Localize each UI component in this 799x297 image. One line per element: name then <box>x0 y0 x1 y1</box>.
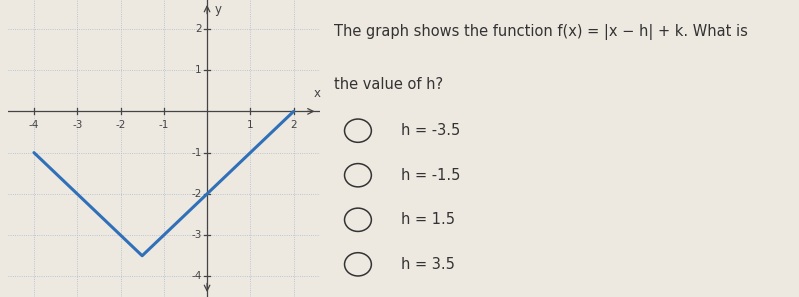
Text: -2: -2 <box>115 121 125 130</box>
Text: 1: 1 <box>195 65 202 75</box>
Text: -4: -4 <box>192 271 202 281</box>
Text: -1: -1 <box>159 121 169 130</box>
Text: -3: -3 <box>192 230 202 240</box>
Text: the value of h?: the value of h? <box>334 77 443 92</box>
Text: -3: -3 <box>72 121 82 130</box>
Text: h = -3.5: h = -3.5 <box>401 123 460 138</box>
Text: -2: -2 <box>192 189 202 199</box>
Text: The graph shows the function f(x) = |x − h| + k. What is: The graph shows the function f(x) = |x −… <box>334 24 748 40</box>
Text: -4: -4 <box>29 121 39 130</box>
Text: 2: 2 <box>290 121 297 130</box>
Text: y: y <box>215 3 222 16</box>
Text: h = 3.5: h = 3.5 <box>401 257 455 272</box>
Text: x: x <box>314 87 321 100</box>
Text: h = -1.5: h = -1.5 <box>401 168 460 183</box>
Text: 1: 1 <box>247 121 253 130</box>
Text: 2: 2 <box>195 24 202 34</box>
Text: -1: -1 <box>192 148 202 158</box>
Text: h = 1.5: h = 1.5 <box>401 212 455 227</box>
